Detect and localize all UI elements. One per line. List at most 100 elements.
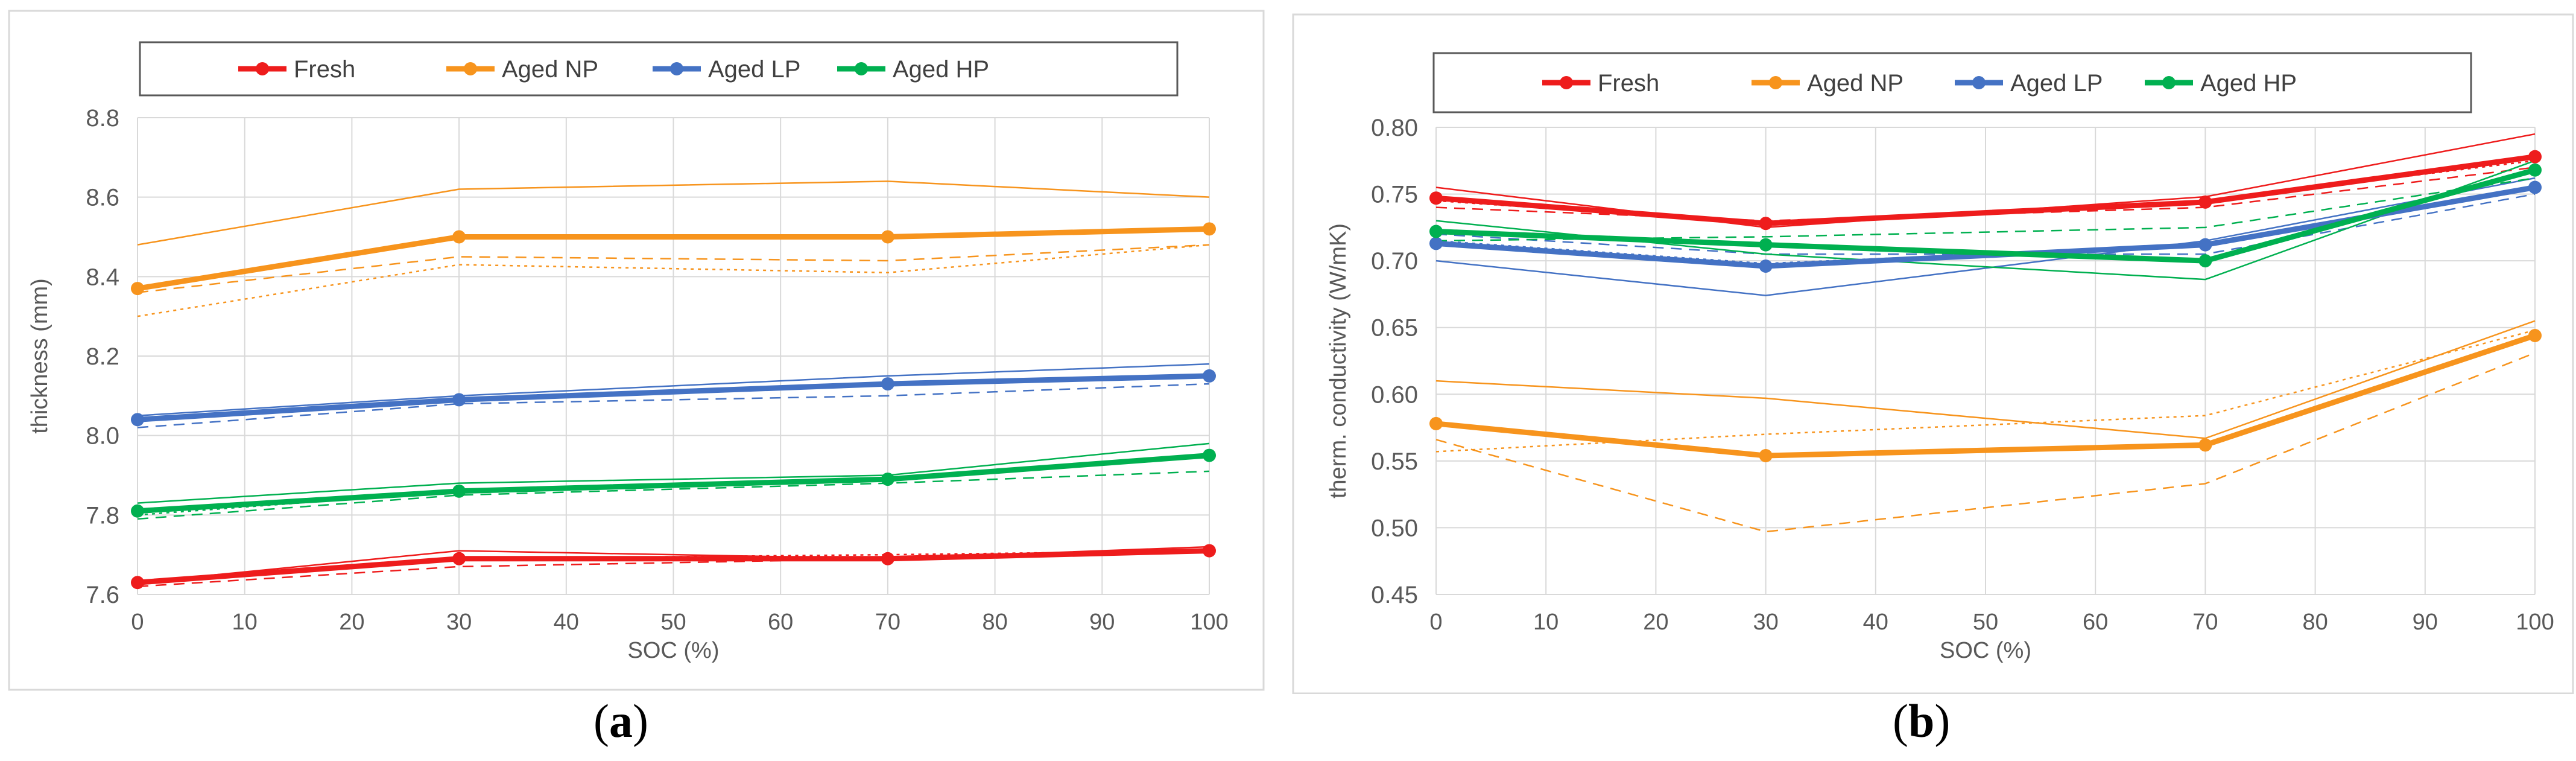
data-point: [2198, 195, 2212, 209]
y-tick-label: 0.50: [1371, 515, 1418, 541]
data-point: [1203, 448, 1216, 462]
sample-line: [137, 180, 1210, 246]
data-point: [2528, 180, 2542, 194]
x-tick-label: 30: [446, 610, 472, 635]
legend-label: Aged NP: [502, 56, 598, 83]
data-point: [2528, 150, 2542, 164]
data-point: [2528, 163, 2542, 177]
data-point: [1203, 369, 1216, 383]
data-point: [1429, 191, 1443, 205]
y-tick-label: 0.70: [1371, 248, 1418, 275]
x-tick-label: 10: [232, 610, 258, 635]
x-tick-label: 80: [2302, 610, 2328, 635]
x-tick-label: 10: [1533, 610, 1559, 635]
data-point: [452, 552, 466, 565]
data-point: [131, 576, 144, 590]
chart-frame: [8, 10, 1265, 691]
x-tick-label: 100: [2516, 610, 2554, 635]
legend-label: Aged HP: [893, 56, 989, 83]
x-tick-label: 20: [339, 610, 364, 635]
sample-line: [137, 363, 1210, 416]
thermal-conductivity-chart: 0 10 20 30 40 50 60 70 80 90 100 0.45 0.50 0.55 0.60 0.…: [1292, 13, 2574, 695]
chart-frame: [1292, 13, 2574, 695]
series-line: [137, 373, 1210, 422]
series-line: [137, 453, 1210, 514]
legend-label: Aged LP: [708, 56, 800, 83]
y-tick-label: 8.2: [86, 343, 119, 370]
x-tick-label: 20: [1643, 610, 1668, 635]
data-point: [1203, 222, 1216, 236]
x-tick-label: 60: [768, 610, 793, 635]
legend-marker: [670, 62, 683, 75]
series-line: [1435, 154, 2536, 226]
series-line: [1435, 333, 2536, 459]
y-tick-label: 0.60: [1371, 381, 1418, 408]
data-point: [1429, 237, 1443, 250]
x-tick-label: 50: [1973, 610, 1998, 635]
data-point: [2198, 238, 2212, 252]
legend-marker: [855, 62, 868, 75]
legend-label: Aged LP: [2010, 70, 2103, 97]
sample-line: [137, 470, 1210, 520]
data-point: [131, 504, 144, 518]
y-tick-label: 0.80: [1371, 115, 1418, 141]
series-line: [137, 226, 1210, 291]
legend-label: Fresh: [294, 56, 355, 83]
data-point: [2198, 438, 2212, 452]
x-axis-label: SOC (%): [628, 638, 720, 663]
sample-line: [1435, 320, 2536, 439]
y-axis-label: thickness (mm): [27, 278, 52, 434]
y-tick-label: 8.8: [86, 105, 119, 132]
legend-label: Aged NP: [1807, 70, 1904, 97]
data-point: [1759, 217, 1773, 231]
data-point: [452, 484, 466, 498]
y-tick-label: 8.0: [86, 423, 119, 450]
y-axis-label: therm. conductivity (W/mK): [1326, 223, 1351, 498]
data-point: [881, 377, 894, 391]
legend-box: [1432, 52, 2472, 113]
data-point: [1759, 259, 1773, 273]
x-tick-label: 70: [875, 610, 900, 635]
sample-line: [1435, 177, 2536, 296]
data-point: [452, 230, 466, 244]
caption-a: (a): [593, 695, 648, 747]
thickness-chart: 0 10 20 30 40 50 60 70 80 90 100 7.6 7.8 8.0 8.2 8.4 8.6…: [8, 10, 1265, 691]
data-point: [1203, 544, 1216, 558]
y-tick-label: 8.6: [86, 185, 119, 211]
x-tick-label: 90: [1089, 610, 1115, 635]
legend-marker: [1972, 76, 1986, 89]
data-point: [1429, 416, 1443, 430]
sample-line: [137, 442, 1210, 504]
legend-marker: [464, 62, 477, 75]
sample-line: [1435, 352, 2536, 533]
x-tick-label: 40: [1863, 610, 1888, 635]
series-line: [137, 548, 1210, 585]
data-point: [131, 282, 144, 296]
x-tick-label: 0: [1429, 610, 1442, 635]
y-tick-label: 8.4: [86, 264, 119, 290]
legend-marker: [1560, 76, 1573, 89]
chart-panel-b: 0 10 20 30 40 50 60 70 80 90 100 0.45 0.50 0.55 0.60 0.…: [1285, 0, 2576, 697]
x-tick-label: 0: [131, 610, 144, 635]
legend-label: Aged HP: [2200, 70, 2297, 97]
data-point: [881, 230, 894, 244]
legend-marker: [2162, 76, 2176, 89]
data-point: [881, 552, 894, 565]
y-tick-label: 0.45: [1371, 582, 1418, 608]
series-line: [1435, 167, 2536, 264]
sample-line: [1435, 329, 2536, 453]
caption-b: (b): [1893, 695, 1951, 747]
legend-label: Fresh: [1598, 70, 1659, 97]
x-tick-label: 80: [982, 610, 1007, 635]
data-point: [2528, 328, 2542, 342]
legend-marker: [256, 62, 269, 75]
data-point: [1429, 224, 1443, 238]
x-tick-label: 100: [1190, 610, 1228, 635]
y-tick-label: 0.65: [1371, 315, 1418, 342]
chart-panel-a: 0 10 20 30 40 50 60 70 80 90 100 7.6 7.8 8.0 8.2 8.4 8.6…: [0, 0, 1285, 697]
x-tick-label: 40: [554, 610, 579, 635]
x-axis-label: SOC (%): [1940, 638, 2031, 663]
sample-line: [137, 244, 1210, 293]
legend-marker: [1769, 76, 1782, 89]
y-tick-label: 0.55: [1371, 448, 1418, 475]
